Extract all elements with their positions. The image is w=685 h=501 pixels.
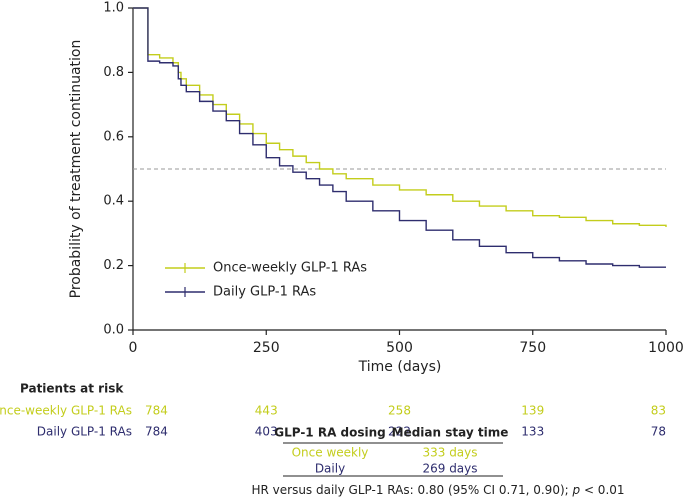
x-tick-label: 1000: [648, 340, 684, 356]
median-cell: 333 days: [422, 446, 477, 460]
legend-label: Daily GLP-1 RAs: [213, 285, 316, 300]
risk-count: 784: [145, 404, 168, 418]
survival-curve: [133, 7, 667, 227]
median-header: GLP-1 RA dosing: [274, 426, 386, 440]
x-axis-label: Time (days): [358, 359, 442, 375]
median-cell: Once weekly: [292, 446, 369, 460]
x-tick-label: 0: [129, 340, 138, 356]
risk-count: 139: [521, 404, 544, 418]
risk-count: 403: [255, 425, 278, 439]
risk-table-title: Patients at risk: [20, 382, 124, 396]
median-header: Median stay time: [392, 426, 509, 440]
x-tick-label: 750: [519, 340, 546, 356]
y-tick-label: 0.6: [103, 129, 124, 144]
y-tick-label: 0.4: [103, 194, 124, 209]
risk-row-label: Daily GLP-1 RAs: [37, 425, 132, 439]
risk-count: 133: [521, 425, 544, 439]
risk-count: 443: [255, 404, 278, 418]
risk-count: 83: [651, 404, 666, 418]
risk-count: 784: [145, 425, 168, 439]
x-tick-label: 500: [386, 340, 413, 356]
footnote: HR versus daily GLP-1 RAs: 0.80 (95% CI …: [251, 483, 624, 497]
risk-row-label: Once-weekly GLP-1 RAs: [0, 404, 132, 418]
footnote-text: p: [572, 483, 581, 497]
risk-count: 78: [651, 425, 666, 439]
risk-count: 222: [388, 425, 411, 439]
median-cell: 269 days: [422, 462, 477, 476]
y-tick-label: 0.8: [103, 65, 124, 80]
y-tick-label: 1.0: [103, 1, 124, 16]
footnote-text: HR versus daily GLP-1 RAs: 0.80 (95% CI …: [251, 483, 572, 497]
footnote-text: < 0.01: [580, 483, 624, 497]
risk-count: 258: [388, 404, 411, 418]
x-tick-label: 250: [253, 340, 280, 356]
survival-curve: [133, 7, 666, 268]
y-tick-label: 0.0: [103, 323, 124, 338]
median-cell: Daily: [315, 462, 345, 476]
legend-label: Once-weekly GLP-1 RAs: [213, 261, 367, 276]
y-tick-label: 0.2: [103, 258, 124, 273]
y-axis-label: Probability of treatment continuation: [68, 40, 84, 299]
